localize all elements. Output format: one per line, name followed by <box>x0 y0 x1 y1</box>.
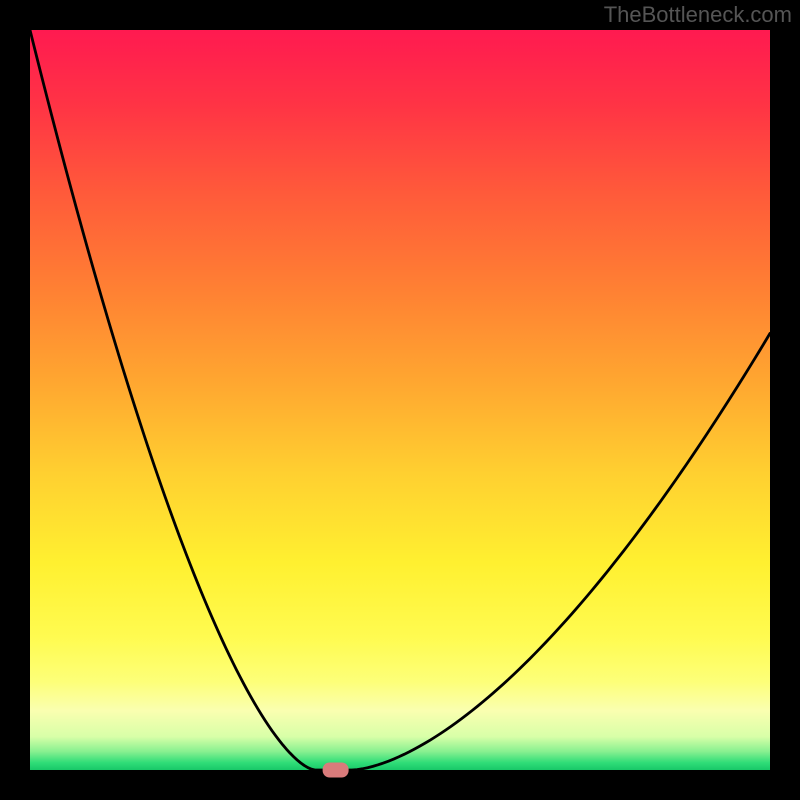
optimum-marker <box>323 763 349 778</box>
chart-frame: TheBottleneck.com <box>0 0 800 800</box>
bottleneck-chart <box>0 0 800 800</box>
watermark-text: TheBottleneck.com <box>604 2 792 28</box>
plot-background <box>30 30 770 770</box>
